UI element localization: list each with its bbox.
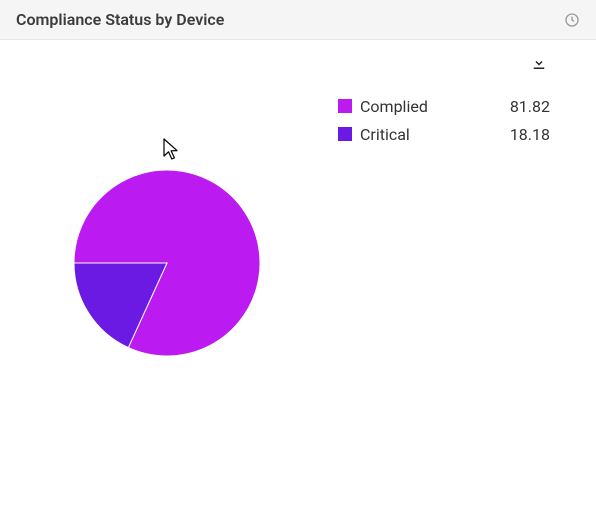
legend-value: 81.82 (490, 97, 550, 116)
swatch-icon (338, 127, 352, 141)
pie-chart[interactable] (74, 170, 260, 356)
compliance-card: Compliance Status by Device Complied 81.… (0, 0, 596, 520)
toolbar (0, 40, 596, 76)
clock-icon[interactable] (564, 12, 580, 28)
legend-label: Complied (360, 97, 490, 116)
legend-label: Critical (360, 125, 490, 144)
card-body: Complied 81.82 Critical 18.18 (0, 76, 596, 520)
legend-row-complied[interactable]: Complied 81.82 (338, 92, 550, 120)
cursor-icon (163, 138, 181, 160)
legend-row-critical[interactable]: Critical 18.18 (338, 120, 550, 148)
download-icon[interactable] (530, 54, 548, 72)
card-header: Compliance Status by Device (0, 0, 596, 40)
card-title: Compliance Status by Device (16, 10, 224, 29)
legend-value: 18.18 (490, 125, 550, 144)
swatch-icon (338, 99, 352, 113)
legend: Complied 81.82 Critical 18.18 (338, 92, 550, 148)
